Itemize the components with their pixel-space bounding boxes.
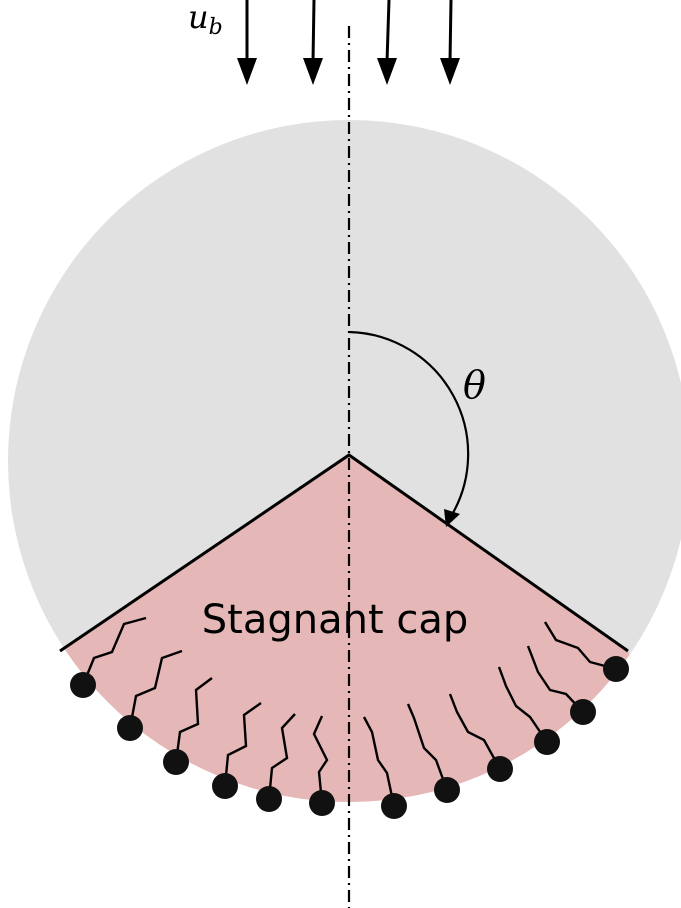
down-arrow-icon: [303, 0, 323, 85]
surfactant-molecule-icon: [526, 645, 596, 725]
flow-arrows: [237, 0, 460, 85]
cap-boundary: [59, 453, 629, 653]
velocity-label: ub: [188, 0, 223, 40]
angle-arc: [348, 330, 470, 519]
angle-label: θ: [463, 363, 486, 407]
velocity-symbol: u: [188, 0, 209, 36]
surfactant-molecule-icon: [309, 715, 335, 816]
surfactant-layer: [70, 616, 629, 819]
surfactant-molecule-icon: [163, 677, 213, 775]
down-arrow-icon: [237, 0, 257, 85]
surfactant-molecule-icon: [497, 666, 560, 755]
velocity-subscript: b: [209, 15, 223, 40]
surfactant-molecule-icon: [70, 616, 147, 698]
cap-label: Stagnant cap: [202, 597, 468, 643]
surfactant-molecule-icon: [117, 649, 183, 741]
down-arrow-icon: [440, 0, 460, 85]
surfactant-molecule-icon: [212, 702, 262, 799]
surfactant-molecule-icon: [406, 703, 460, 803]
surfactant-molecule-icon: [543, 621, 629, 682]
surfactant-molecule-icon: [256, 713, 296, 812]
surfactant-molecule-icon: [362, 716, 407, 819]
surfactant-molecule-icon: [448, 693, 513, 782]
angle-arrowhead: [444, 509, 460, 527]
down-arrow-icon: [377, 0, 397, 85]
